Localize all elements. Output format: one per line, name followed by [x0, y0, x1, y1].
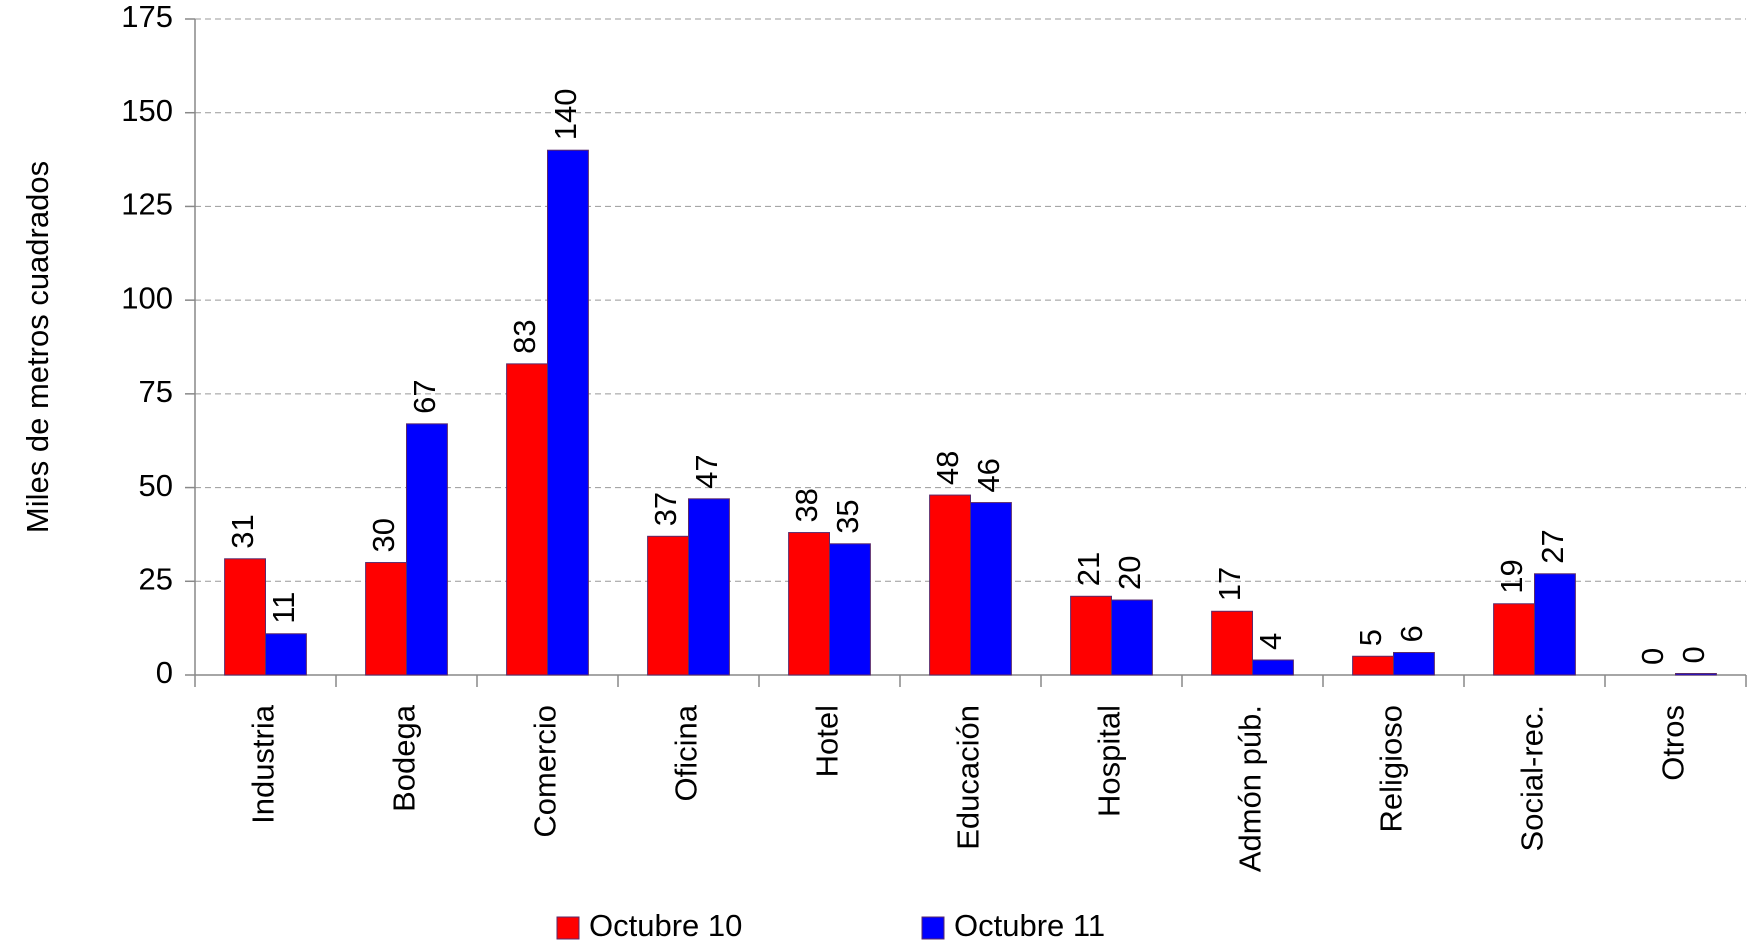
- data-label: 37: [648, 492, 683, 526]
- x-tick-label: Oficina: [669, 704, 704, 801]
- y-tick-label: 125: [121, 187, 173, 222]
- bar: [647, 535, 689, 676]
- x-tick-label: Religioso: [1374, 705, 1409, 833]
- data-label: 48: [930, 451, 965, 485]
- bar: [406, 423, 448, 676]
- bar: [688, 498, 730, 676]
- bar: [1352, 655, 1394, 676]
- bar: [1252, 659, 1294, 676]
- data-label: 27: [1535, 529, 1570, 563]
- x-tick-label: Hospital: [1092, 705, 1127, 817]
- x-tick-label: Admón púb.: [1233, 705, 1268, 872]
- data-label: 19: [1494, 559, 1529, 593]
- bar: [224, 558, 266, 676]
- y-tick-label: 25: [139, 561, 173, 596]
- data-label: 140: [548, 88, 583, 140]
- x-tick-label: Social-rec.: [1515, 705, 1550, 851]
- y-tick-label: 175: [121, 0, 173, 34]
- legend-label: Octubre 10: [589, 908, 742, 943]
- data-label: 47: [689, 454, 724, 488]
- bar: [1393, 652, 1435, 676]
- data-label: 11: [266, 592, 301, 624]
- bar: [1675, 673, 1717, 676]
- data-label: 4: [1253, 633, 1288, 650]
- data-label: 67: [407, 379, 442, 413]
- bar: [1211, 610, 1253, 676]
- x-tick-label: Industria: [246, 704, 281, 824]
- data-label: 17: [1212, 567, 1247, 601]
- data-label: 30: [366, 518, 401, 552]
- bar: [547, 149, 589, 676]
- bar: [829, 543, 871, 676]
- data-label: 0: [1676, 646, 1711, 663]
- y-tick-label: 150: [121, 93, 173, 128]
- bar: [1070, 595, 1112, 676]
- x-tick-label: Otros: [1656, 705, 1691, 781]
- data-label: 38: [789, 488, 824, 522]
- legend-label: Octubre 11: [954, 908, 1105, 943]
- data-label: 20: [1112, 556, 1147, 590]
- data-label: 5: [1353, 629, 1388, 646]
- bar: [1493, 603, 1535, 676]
- bar: [929, 494, 971, 676]
- y-tick-label: 50: [139, 468, 173, 503]
- legend-swatch: [556, 916, 580, 940]
- data-label: 31: [225, 514, 260, 548]
- legend-swatch: [921, 916, 945, 940]
- bar: [788, 532, 830, 676]
- y-tick-label: 100: [121, 280, 173, 315]
- bar: [970, 502, 1012, 676]
- bar: [1111, 599, 1153, 676]
- x-tick-label: Comercio: [528, 705, 563, 838]
- y-tick-label: 75: [139, 374, 173, 409]
- data-label: 21: [1071, 552, 1106, 586]
- data-label: 0: [1635, 648, 1670, 665]
- x-tick-label: Bodega: [387, 704, 422, 812]
- y-tick-label: 0: [156, 655, 173, 690]
- data-label: 35: [830, 499, 865, 533]
- data-label: 46: [971, 458, 1006, 492]
- x-tick-label: Educación: [951, 705, 986, 850]
- bar: [1534, 573, 1576, 676]
- data-label: 83: [507, 319, 542, 353]
- bar: [365, 562, 407, 676]
- data-label: 6: [1394, 625, 1429, 642]
- bar: [265, 633, 307, 676]
- y-axis-label: Miles de metros cuadrados: [20, 161, 55, 533]
- x-tick-label: Hotel: [810, 705, 845, 777]
- bar: [506, 363, 548, 676]
